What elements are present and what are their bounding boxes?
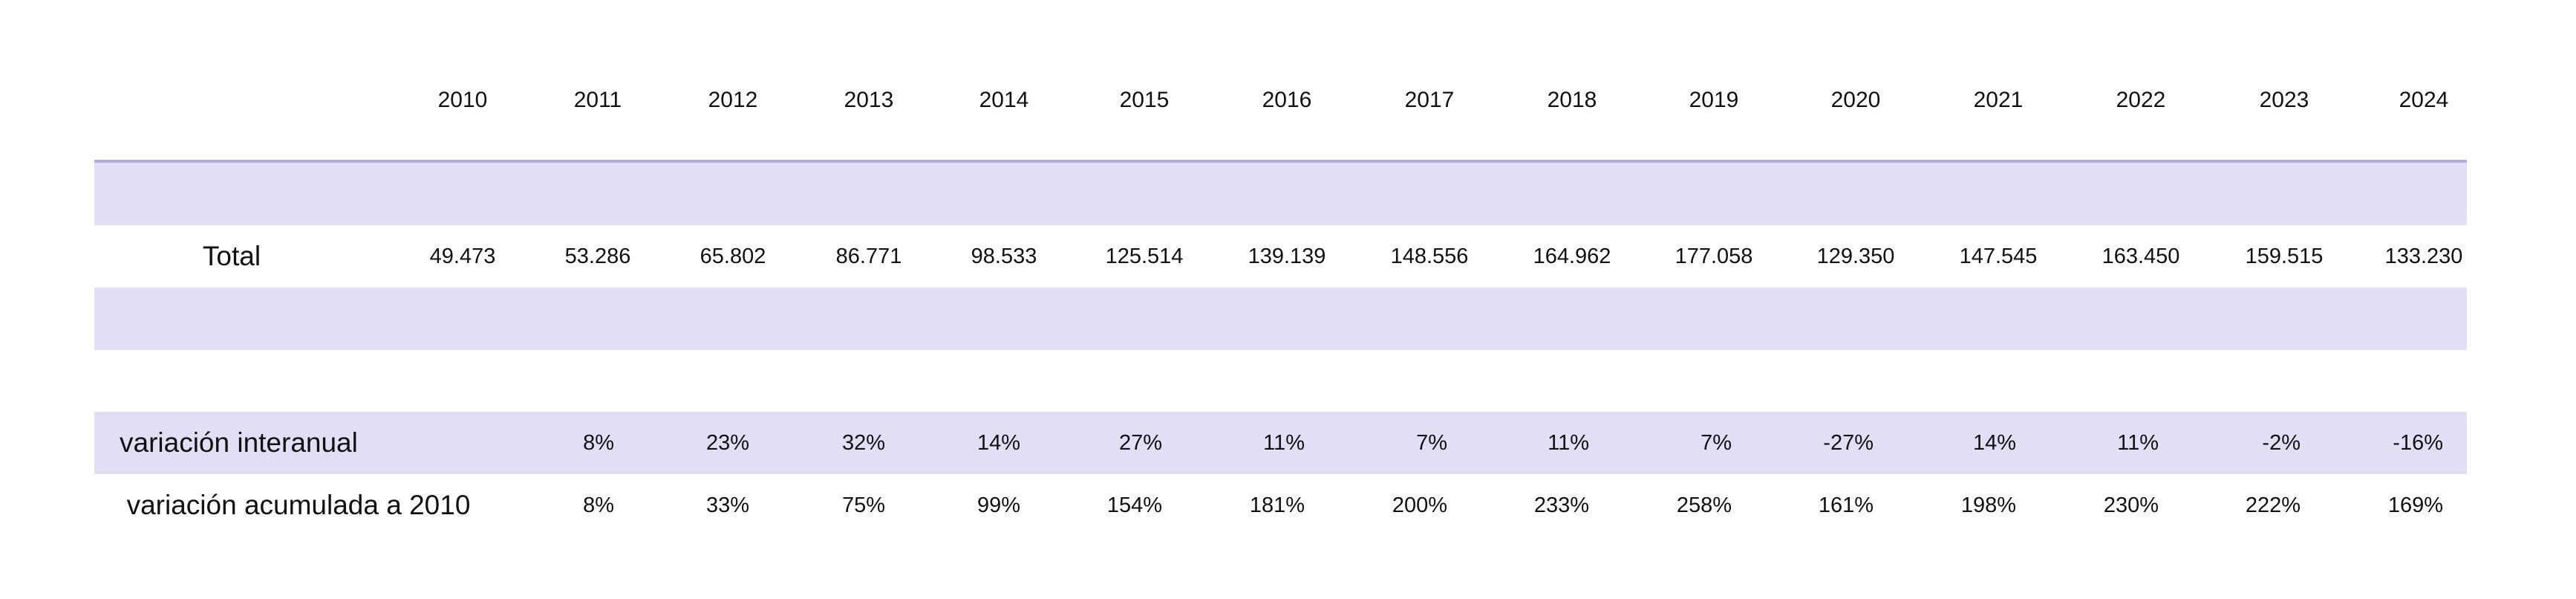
year-header-cell[interactable]: 2010 bbox=[437, 88, 488, 112]
year-header-cell[interactable]: 2022 bbox=[2116, 88, 2166, 112]
acumulada-value-cell[interactable]: 198% bbox=[1960, 493, 2016, 517]
interanual-value-cell[interactable]: 11% bbox=[2117, 431, 2159, 455]
year-header-cell[interactable]: 2016 bbox=[1262, 88, 1312, 112]
total-value-cell[interactable]: 159.515 bbox=[2245, 245, 2324, 268]
total-value-cell[interactable]: 53.286 bbox=[564, 245, 631, 268]
total-value-cell[interactable]: 65.802 bbox=[700, 245, 766, 268]
year-header-cell[interactable]: 2020 bbox=[1830, 88, 1881, 112]
total-value-cell[interactable]: 163.450 bbox=[2101, 245, 2180, 268]
total-value-cell[interactable]: 98.533 bbox=[971, 245, 1037, 268]
variacion-interanual-label[interactable]: variación interanual bbox=[120, 427, 358, 458]
year-header-cell[interactable]: 2021 bbox=[1973, 88, 2024, 112]
total-value-cell[interactable]: 129.350 bbox=[1816, 245, 1895, 268]
year-header-cell[interactable]: 2013 bbox=[844, 88, 894, 112]
interanual-value-cell[interactable]: 8% bbox=[583, 431, 614, 455]
acumulada-value-cell[interactable]: 233% bbox=[1533, 493, 1589, 517]
interanual-value-cell[interactable]: 11% bbox=[1263, 431, 1305, 455]
total-row: Total 49.473 53.286 65.802 86.771 98.533… bbox=[94, 225, 2467, 288]
year-header-cell[interactable]: 2023 bbox=[2259, 88, 2309, 112]
interanual-value-cell[interactable]: 7% bbox=[1416, 431, 1447, 455]
interanual-value-cell[interactable]: 14% bbox=[976, 431, 1020, 455]
acumulada-value-cell[interactable]: 222% bbox=[2245, 493, 2301, 517]
total-value-cell[interactable]: 49.473 bbox=[429, 245, 496, 268]
acumulada-value-cell[interactable]: 75% bbox=[841, 493, 885, 517]
interanual-value-cell[interactable]: 11% bbox=[1548, 431, 1589, 455]
interanual-value-cell[interactable]: -16% bbox=[2393, 431, 2443, 455]
acumulada-value-cell[interactable]: 99% bbox=[976, 493, 1020, 517]
year-header-cell[interactable]: 2024 bbox=[2399, 88, 2449, 112]
interanual-value-cell[interactable]: 14% bbox=[1972, 431, 2016, 455]
acumulada-value-cell[interactable]: 154% bbox=[1106, 493, 1162, 517]
variacion-acumulada-row: variación acumulada a 2010 8% 33% 75% 99… bbox=[94, 474, 2467, 537]
total-value-cell[interactable]: 139.139 bbox=[1248, 245, 1326, 268]
total-value-cell[interactable]: 125.514 bbox=[1105, 245, 1184, 268]
year-header-row: 2010 2011 2012 2013 2014 2015 2016 2017 … bbox=[94, 69, 2467, 132]
total-value-cell[interactable]: 86.771 bbox=[835, 245, 902, 268]
year-header-cell[interactable]: 2019 bbox=[1689, 88, 1739, 112]
year-header-cell[interactable]: 2015 bbox=[1119, 88, 1170, 112]
total-value-cell[interactable]: 164.962 bbox=[1533, 245, 1611, 268]
acumulada-value-cell[interactable]: 169% bbox=[2387, 493, 2443, 517]
interanual-value-cell[interactable]: -2% bbox=[2262, 431, 2301, 455]
year-header-cell[interactable]: 2011 bbox=[573, 88, 622, 112]
variacion-interanual-row: variación interanual 8% 23% 32% 14% 27% … bbox=[94, 412, 2467, 474]
interanual-value-cell[interactable]: 23% bbox=[705, 431, 749, 455]
year-header-cell[interactable]: 2017 bbox=[1404, 88, 1455, 112]
acumulada-value-cell[interactable]: 258% bbox=[1676, 493, 1732, 517]
total-value-cell[interactable]: 177.058 bbox=[1675, 245, 1753, 268]
year-header-cell[interactable]: 2012 bbox=[708, 88, 758, 112]
header-border-line bbox=[94, 160, 2467, 163]
empty-shaded-row[interactable] bbox=[94, 163, 2467, 225]
acumulada-value-cell[interactable]: 8% bbox=[583, 493, 614, 517]
total-value-cell[interactable]: 133.230 bbox=[2384, 245, 2463, 268]
total-value-cell[interactable]: 148.556 bbox=[1390, 245, 1469, 268]
acumulada-value-cell[interactable]: 33% bbox=[705, 493, 749, 517]
year-header-cell[interactable]: 2014 bbox=[979, 88, 1029, 112]
interanual-value-cell[interactable]: 7% bbox=[1701, 431, 1732, 455]
variacion-acumulada-label[interactable]: variación acumulada a 2010 bbox=[126, 490, 471, 520]
total-row-label[interactable]: Total bbox=[202, 241, 261, 271]
acumulada-value-cell[interactable]: 181% bbox=[1249, 493, 1305, 517]
year-header-cell[interactable]: 2018 bbox=[1547, 88, 1597, 112]
total-value-cell[interactable]: 147.545 bbox=[1959, 245, 2038, 268]
acumulada-value-cell[interactable]: 200% bbox=[1392, 493, 1447, 517]
interanual-value-cell[interactable]: 27% bbox=[1118, 431, 1162, 455]
interanual-value-cell[interactable]: 32% bbox=[841, 431, 885, 455]
acumulada-value-cell[interactable]: 161% bbox=[1818, 493, 1874, 517]
empty-shaded-row[interactable] bbox=[94, 288, 2467, 350]
acumulada-value-cell[interactable]: 230% bbox=[2103, 493, 2159, 517]
interanual-value-cell[interactable]: -27% bbox=[1823, 431, 1874, 455]
